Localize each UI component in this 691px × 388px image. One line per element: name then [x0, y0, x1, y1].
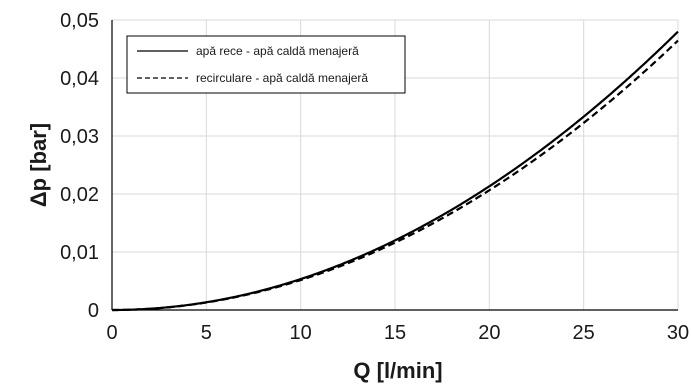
- y-tick-label: 0,04: [60, 68, 99, 90]
- legend: apă rece - apă caldă menajeră recircular…: [126, 35, 406, 94]
- legend-box: [126, 35, 406, 94]
- y-tick-label: 0,01: [60, 242, 99, 264]
- x-tick-label: 30: [667, 322, 689, 344]
- x-axis-title: Q [l/min]: [353, 358, 442, 383]
- x-tick-label: 5: [201, 322, 212, 344]
- x-tick-label: 15: [384, 322, 406, 344]
- x-tick-label: 10: [290, 322, 312, 344]
- y-tick-label: 0,05: [60, 10, 99, 32]
- x-tick-label: 20: [478, 322, 500, 344]
- legend-label-series-1: apă rece - apă caldă menajeră: [196, 44, 359, 58]
- legend-label-series-2: recirculare - apă caldă menajeră: [196, 71, 368, 85]
- series-layer: [112, 30, 679, 312]
- y-tick-label: 0,03: [60, 126, 99, 148]
- series-line-2: [112, 39, 679, 312]
- axes: [111, 20, 678, 311]
- x-tick-label: 25: [573, 322, 595, 344]
- y-axis-title: Δp [bar]: [26, 123, 51, 207]
- y-tick-label: 0: [88, 300, 99, 322]
- x-tick-label: 0: [106, 322, 117, 344]
- y-tick-label: 0,02: [60, 184, 99, 206]
- tick-labels: 0 5 10 15 20 25 30 0 0,01 0,02 0,03 0,04 0,05: [60, 10, 689, 344]
